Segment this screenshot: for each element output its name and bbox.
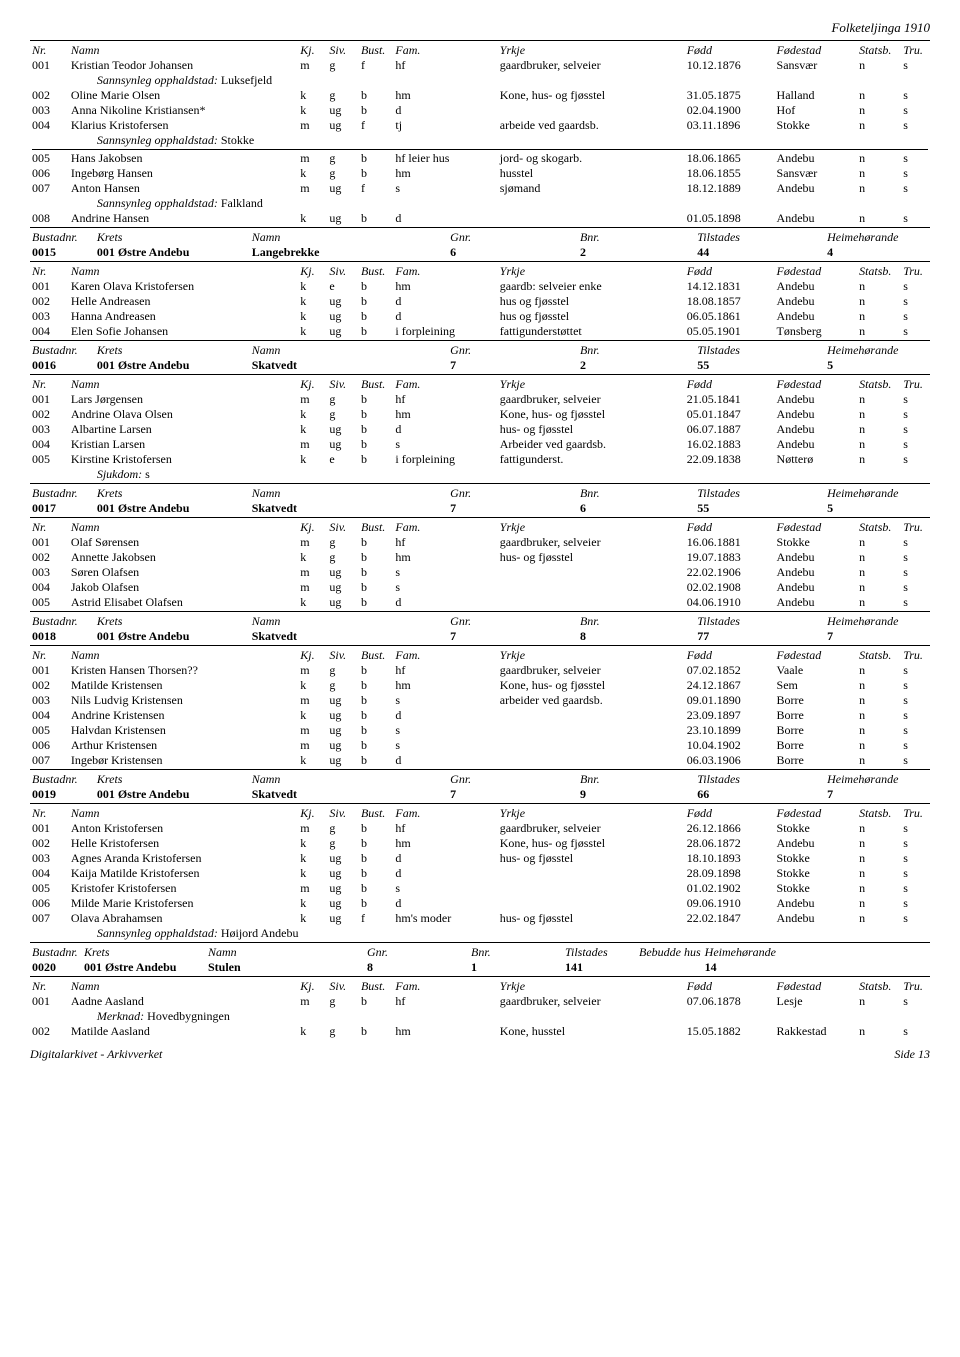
bustad-data-row: 0015001 Østre AndebuLangebrekke 62444 <box>30 245 930 260</box>
person-header-row: Nr.Namn Kj.Siv. Bust.Fam. YrkjeFødd Føde… <box>30 264 930 279</box>
person-row: 003Anna Nikoline Kristiansen*kug bd 02.0… <box>30 103 930 118</box>
bustad-data-row: 0017001 Østre AndebuSkatvedt 76555 <box>30 501 930 516</box>
top-rule <box>30 40 930 41</box>
bustad-table: Bustadnr.Krets NamnGnr. Bnr.Tilstades He… <box>30 230 930 260</box>
person-row: 004Elen Sofie Johansenkug bi forpleining… <box>30 324 930 339</box>
person-row: 003Hanna Andreasenkug bdhus og fjøsstel … <box>30 309 930 324</box>
bustad-table: Bustadnr.Krets NamnGnr. Bnr.Tilstades He… <box>30 486 930 516</box>
bustad-data-row: 0018001 Østre AndebuSkatvedt 78777 <box>30 629 930 644</box>
person-row: 004Andrine Kristensenkug bd 23.09.1897Bo… <box>30 708 930 723</box>
sub-row: Sjukdom: s <box>30 467 930 482</box>
person-table: Nr.Namn Kj.Siv. Bust.Fam. YrkjeFødd Føde… <box>30 264 930 339</box>
person-table: Nr.Namn Kj.Siv. Bust.Fam. YrkjeFødd Føde… <box>30 377 930 482</box>
person-row: 005Astrid Elisabet Olafsenkug bd 04.06.1… <box>30 595 930 610</box>
person-row: 005Kirstine Kristofersenke bi forpleinin… <box>30 452 930 467</box>
content: Nr.Namn Kj.Siv. Bust.Fam. YrkjeFødd Føde… <box>30 43 930 1039</box>
bustad-table: Bustadnr.Krets NamnGnr. Bnr.Tilstades Be… <box>30 945 930 975</box>
person-header-row: Nr.Namn Kj.Siv. Bust.Fam. YrkjeFødd Føde… <box>30 806 930 821</box>
person-row: 001Olaf Sørensenmg bhfgaardbruker, selve… <box>30 535 930 550</box>
person-row: 005Halvdan Kristensenmug bs 23.10.1899Bo… <box>30 723 930 738</box>
footer-right: Side 13 <box>894 1047 930 1062</box>
person-row: 003Søren Olafsenmug bs 22.02.1906Andebun… <box>30 565 930 580</box>
bustad-data-row: 0019001 Østre AndebuSkatvedt 79667 <box>30 787 930 802</box>
sub-row: Sannsynleg opphaldstad: Falkland <box>30 196 930 211</box>
bustad-header-row: Bustadnr.Krets NamnGnr. Bnr.Tilstades Be… <box>30 945 930 960</box>
footer-left: Digitalarkivet - Arkivverket <box>30 1047 162 1061</box>
person-row: 006Ingebørg Hansenkg bhmhusstel 18.06.18… <box>30 166 930 181</box>
bustad-header-row: Bustadnr.Krets NamnGnr. Bnr.Tilstades He… <box>30 343 930 358</box>
person-header-row: Nr.Namn Kj.Siv. Bust.Fam. YrkjeFødd Føde… <box>30 648 930 663</box>
person-row: 007Olava Abrahamsenkug fhm's moderhus- o… <box>30 911 930 926</box>
person-row: 008Andrine Hansenkug bd 01.05.1898Andebu… <box>30 211 930 226</box>
person-row: 001Karen Olava Kristofersenke bhmgaardb:… <box>30 279 930 294</box>
person-row: 002Oline Marie Olsenkg bhmKone, hus- og … <box>30 88 930 103</box>
person-row: 007Ingebør Kristensenkug bd 06.03.1906Bo… <box>30 753 930 768</box>
person-row: 003Nils Ludvig Kristensenmug bsarbeider … <box>30 693 930 708</box>
sub-row: Sannsynleg opphaldstad: Stokke <box>30 133 930 148</box>
bustad-header-row: Bustadnr.Krets NamnGnr. Bnr.Tilstades He… <box>30 486 930 501</box>
person-row: 003Agnes Aranda Kristofersenkug bdhus- o… <box>30 851 930 866</box>
bustad-header-row: Bustadnr.Krets NamnGnr. Bnr.Tilstades He… <box>30 230 930 245</box>
person-header-row: Nr.Namn Kj.Siv. Bust.Fam. YrkjeFødd Føde… <box>30 377 930 392</box>
person-header-row: Nr.Namn Kj.Siv. Bust.Fam. YrkjeFødd Føde… <box>30 43 930 58</box>
footer: Digitalarkivet - Arkivverket Side 13 <box>30 1047 930 1062</box>
person-row: 001Lars Jørgensenmg bhfgaardbruker, selv… <box>30 392 930 407</box>
person-row: 006Arthur Kristensenmug bs 10.04.1902Bor… <box>30 738 930 753</box>
sub-row: Sannsynleg opphaldstad: Høijord Andebu <box>30 926 930 941</box>
person-row: 002Matilde Kristensenkg bhmKone, hus- og… <box>30 678 930 693</box>
person-table: Nr.Namn Kj.Siv. Bust.Fam. YrkjeFødd Føde… <box>30 806 930 941</box>
sub-row: Merknad: Hovedbygningen <box>30 1009 930 1024</box>
person-row: 004Kristian Larsenmug bsArbeider ved gaa… <box>30 437 930 452</box>
person-row: 007Anton Hansenmug fssjømand 18.12.1889A… <box>30 181 930 196</box>
person-row: 001Aadne Aaslandmg bhfgaardbruker, selve… <box>30 994 930 1009</box>
person-row: 002Helle Kristofersenkg bhmKone, hus- og… <box>30 836 930 851</box>
person-row: 004Kaija Matilde Kristofersenkug bd 28.0… <box>30 866 930 881</box>
person-header-row: Nr.Namn Kj.Siv. Bust.Fam. YrkjeFødd Føde… <box>30 520 930 535</box>
person-row: 001Kristian Teodor Johansenmg fhfgaardbr… <box>30 58 930 73</box>
person-row: 002Matilde Aaslandkg bhmKone, husstel 15… <box>30 1024 930 1039</box>
person-row: 004Jakob Olafsenmug bs 02.02.1908Andebun… <box>30 580 930 595</box>
person-row: 002Helle Andreasenkug bdhus og fjøsstel … <box>30 294 930 309</box>
person-row: 001Anton Kristofersenmg bhfgaardbruker, … <box>30 821 930 836</box>
person-row: 005Kristofer Kristofersenmug bs 01.02.19… <box>30 881 930 896</box>
bustad-header-row: Bustadnr.Krets NamnGnr. Bnr.Tilstades He… <box>30 772 930 787</box>
bustad-header-row: Bustadnr.Krets NamnGnr. Bnr.Tilstades He… <box>30 614 930 629</box>
sub-row: Sannsynleg opphaldstad: Luksefjeld <box>30 73 930 88</box>
person-row: 001Kristen Hansen Thorsen??mg bhfgaardbr… <box>30 663 930 678</box>
person-row: 002Andrine Olava Olsenkg bhmKone, hus- o… <box>30 407 930 422</box>
person-row: 006Milde Marie Kristofersenkug bd 09.06.… <box>30 896 930 911</box>
bustad-table: Bustadnr.Krets NamnGnr. Bnr.Tilstades He… <box>30 772 930 802</box>
person-header-row: Nr.Namn Kj.Siv. Bust.Fam. YrkjeFødd Føde… <box>30 979 930 994</box>
bustad-table: Bustadnr.Krets NamnGnr. Bnr.Tilstades He… <box>30 343 930 373</box>
person-table: Nr.Namn Kj.Siv. Bust.Fam. YrkjeFødd Føde… <box>30 648 930 768</box>
person-row: 003Albartine Larsenkug bdhus- og fjøsste… <box>30 422 930 437</box>
bustad-data-row: 0016001 Østre AndebuSkatvedt 72555 <box>30 358 930 373</box>
bustad-table: Bustadnr.Krets NamnGnr. Bnr.Tilstades He… <box>30 614 930 644</box>
person-table: Nr.Namn Kj.Siv. Bust.Fam. YrkjeFødd Føde… <box>30 43 930 226</box>
person-table: Nr.Namn Kj.Siv. Bust.Fam. YrkjeFødd Føde… <box>30 979 930 1039</box>
person-table: Nr.Namn Kj.Siv. Bust.Fam. YrkjeFødd Føde… <box>30 520 930 610</box>
bustad-data-row: 0020001 Østre AndebuStulen 8114114 <box>30 960 930 975</box>
person-row: 005Hans Jakobsenmg bhf leier husjord- og… <box>30 151 930 166</box>
page-header: Folketeljinga 1910 <box>30 20 930 36</box>
person-row: 002Annette Jakobsenkg bhmhus- og fjøsste… <box>30 550 930 565</box>
person-row: 004Klarius Kristofersenmug ftjarbeide ve… <box>30 118 930 133</box>
